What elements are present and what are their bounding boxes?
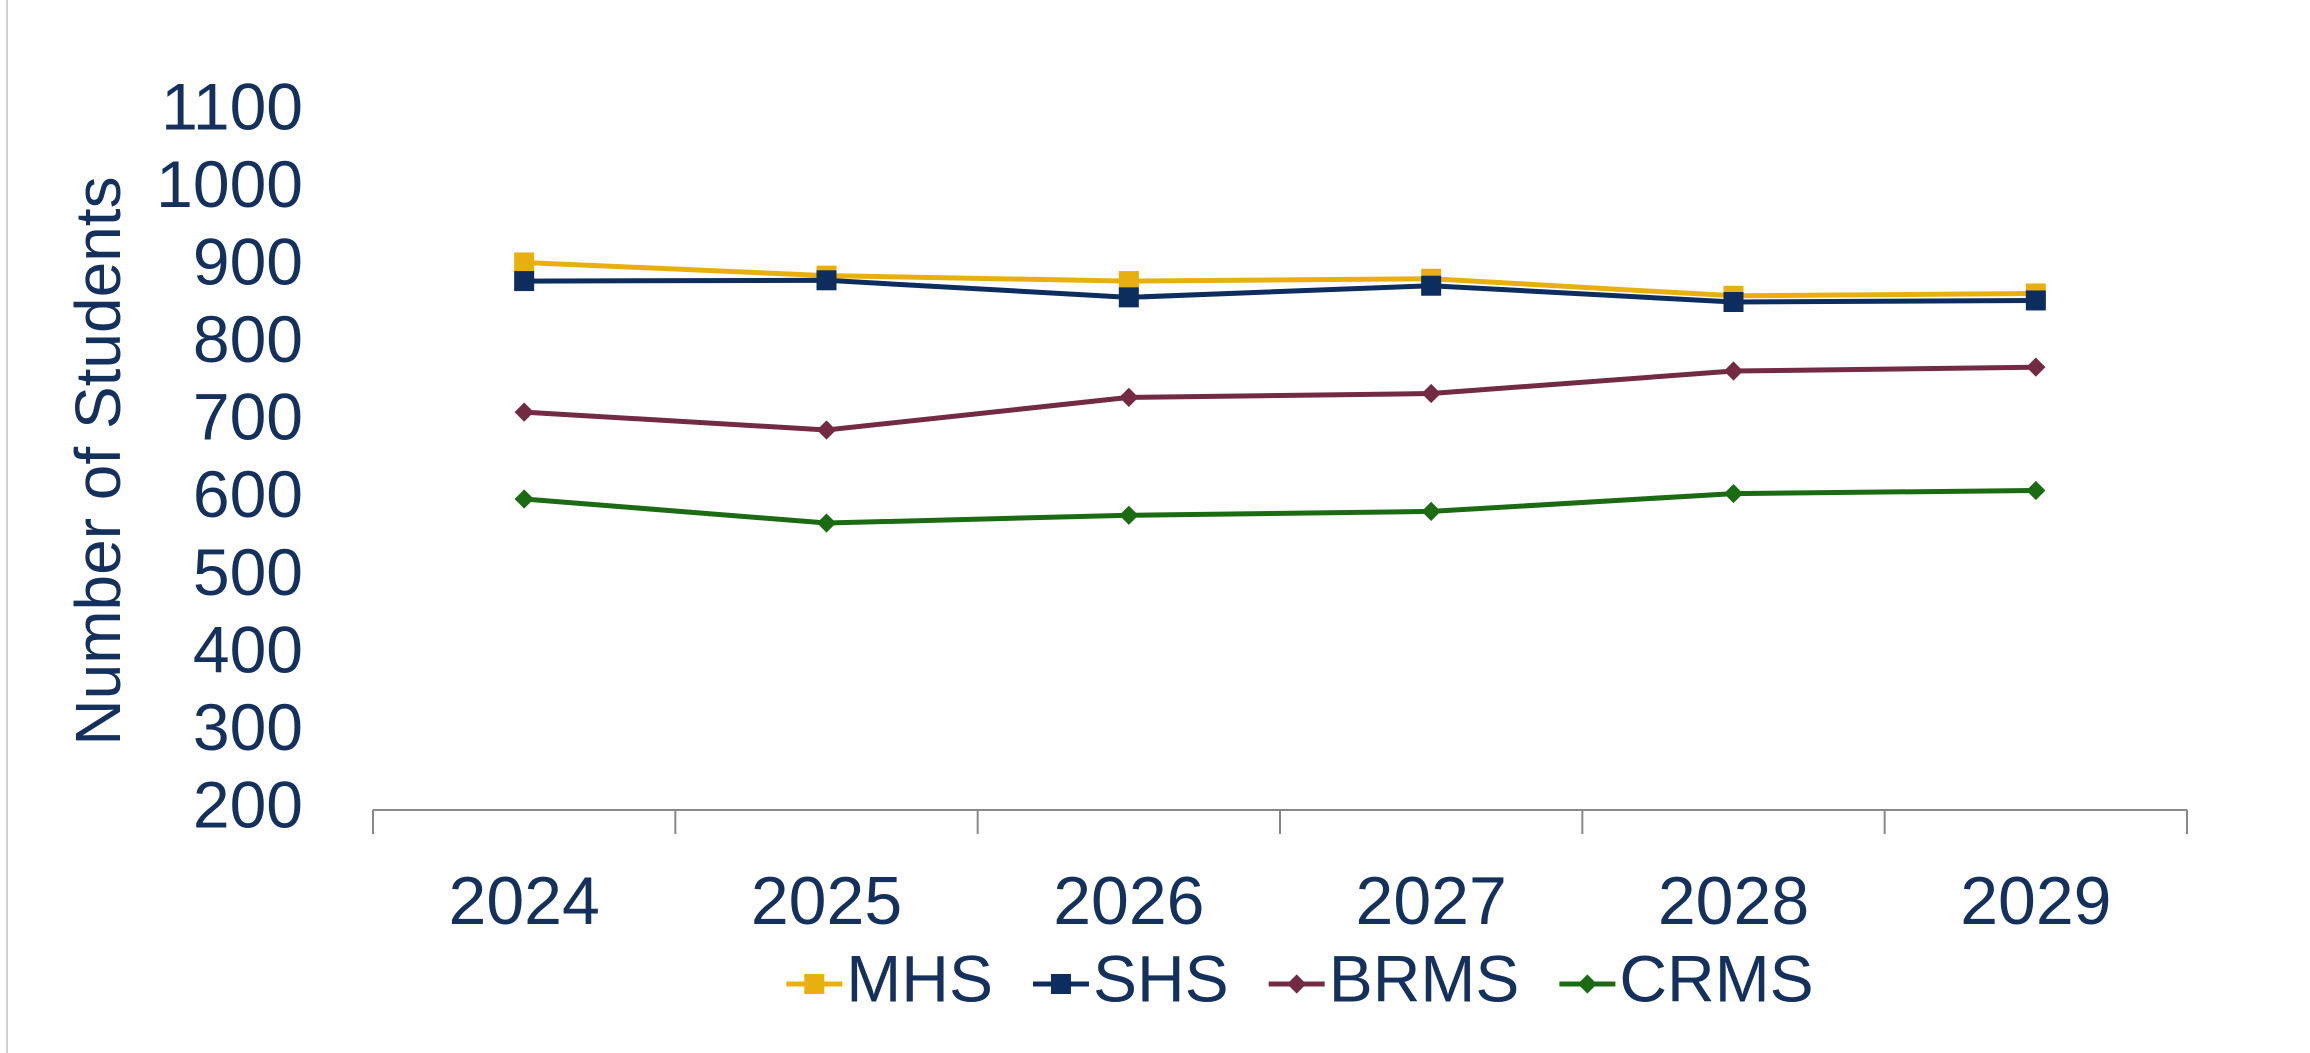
y-tick-label: 300 bbox=[193, 690, 303, 764]
data-point bbox=[514, 252, 535, 273]
y-tick-label: 600 bbox=[193, 457, 303, 531]
data-point bbox=[816, 420, 837, 440]
data-point bbox=[1723, 483, 1744, 504]
series-line bbox=[524, 259, 2036, 299]
data-point bbox=[1421, 383, 1441, 404]
y-tick-label: 1000 bbox=[156, 147, 303, 221]
data-point bbox=[514, 271, 535, 292]
data-point bbox=[1118, 271, 1139, 292]
y-tick-label: 900 bbox=[193, 225, 303, 299]
data-point bbox=[2025, 290, 2046, 311]
y-tick-label: 800 bbox=[193, 302, 303, 376]
legend-label: SHS bbox=[1093, 941, 1229, 1015]
data-point bbox=[1119, 505, 1139, 525]
data-point bbox=[2026, 480, 2046, 501]
x-tick-label: 2027 bbox=[1356, 863, 1507, 939]
legend-marker bbox=[804, 974, 825, 994]
y-axis-title: Number of Students bbox=[62, 176, 134, 745]
y-tick-label: 700 bbox=[193, 380, 303, 454]
legend-marker bbox=[1577, 974, 1597, 994]
y-tick-label: 400 bbox=[193, 612, 303, 686]
data-point bbox=[1421, 275, 1442, 296]
x-tick-label: 2024 bbox=[449, 863, 600, 939]
legend-label: MHS bbox=[846, 941, 993, 1015]
data-point bbox=[1723, 361, 1744, 381]
series-line bbox=[524, 364, 2036, 433]
data-point bbox=[1723, 292, 1744, 313]
x-tick-label: 2025 bbox=[751, 863, 902, 939]
y-tick-label: 500 bbox=[193, 535, 303, 609]
data-point bbox=[816, 270, 837, 291]
legend-marker bbox=[1050, 974, 1071, 994]
data-point bbox=[2026, 357, 2046, 377]
series-line bbox=[524, 277, 2036, 305]
data-point bbox=[1118, 287, 1139, 308]
y-tick-label: 1100 bbox=[161, 69, 303, 143]
x-tick-label: 2029 bbox=[1960, 863, 2111, 939]
y-tick-label: 200 bbox=[193, 767, 303, 841]
data-point bbox=[816, 513, 837, 533]
data-point bbox=[514, 402, 534, 422]
data-point bbox=[1119, 387, 1139, 408]
series-line bbox=[523, 487, 2036, 526]
data-point bbox=[514, 489, 534, 509]
x-tick-label: 2026 bbox=[1053, 863, 1204, 939]
x-tick-label: 2028 bbox=[1658, 863, 1809, 939]
legend-label: CRMS bbox=[1619, 941, 1813, 1015]
legend-marker bbox=[1287, 974, 1307, 994]
data-point bbox=[1421, 501, 1441, 522]
legend-label: BRMS bbox=[1329, 941, 1520, 1015]
